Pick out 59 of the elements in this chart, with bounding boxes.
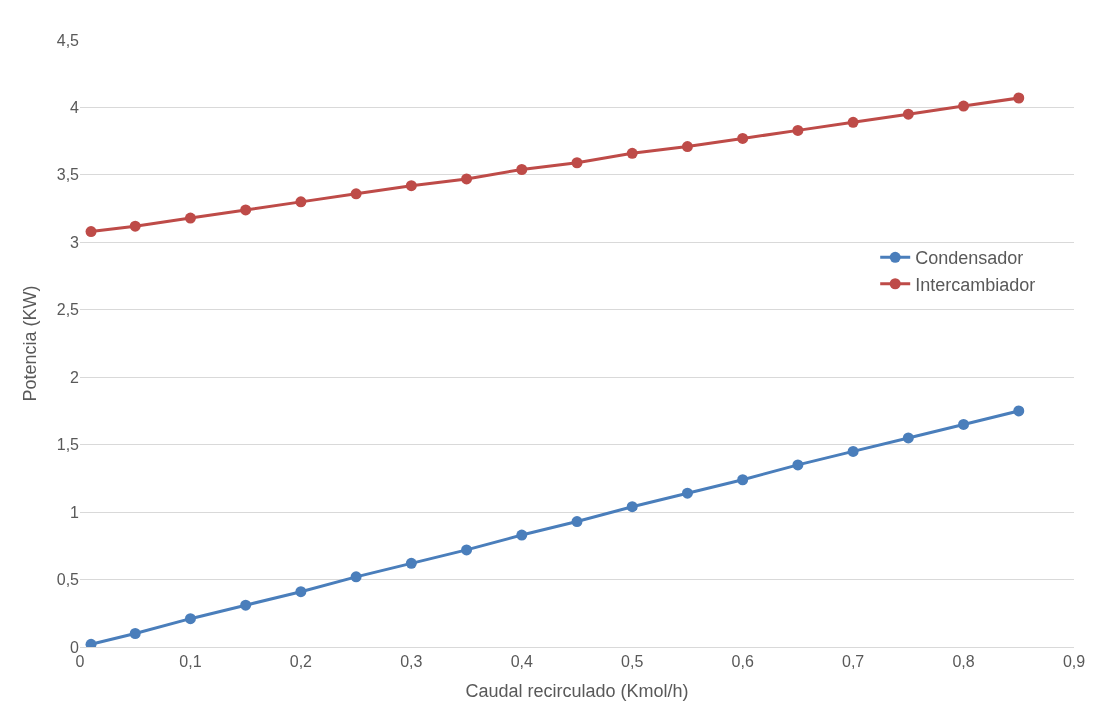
point: [571, 157, 583, 169]
y-tick-label: 3: [70, 233, 80, 251]
x-tick-label: 0,3: [400, 653, 423, 671]
point: [958, 100, 970, 112]
point: [129, 628, 141, 640]
point: [516, 163, 528, 175]
x-tick-label: 0,7: [841, 653, 865, 671]
point: [1013, 92, 1025, 104]
point: [240, 204, 252, 216]
y-tick-label: 0,5: [56, 571, 80, 589]
point: [902, 432, 914, 444]
point: [847, 116, 859, 128]
point: [129, 220, 141, 232]
point: [405, 180, 417, 192]
x-tick-label: 0,4: [510, 653, 533, 671]
point: [902, 108, 914, 120]
point: [847, 445, 859, 457]
point: [516, 529, 528, 541]
point: [240, 599, 252, 611]
y-tick-label: 2: [70, 368, 80, 386]
point: [461, 173, 473, 185]
point: [461, 544, 473, 556]
point: [295, 196, 307, 208]
x-tick-label: 0,9: [1062, 653, 1086, 671]
x-tick-label: 0,2: [289, 653, 313, 671]
legend-label: Intercambiador: [915, 274, 1036, 295]
point: [681, 487, 693, 499]
x-axis-title: Caudal recirculado (Kmol/h): [465, 681, 689, 702]
y-tick-label: 4: [70, 99, 80, 117]
x-tick-label: 0,1: [179, 653, 202, 671]
x-tick-label: 0,8: [952, 653, 975, 671]
legend-label: Condensador: [915, 248, 1024, 269]
point: [626, 147, 638, 159]
point: [85, 638, 97, 647]
point: [737, 132, 749, 144]
point: [85, 226, 97, 238]
y-tick-label: 2,5: [56, 301, 80, 319]
point: [350, 188, 362, 200]
point: [405, 557, 417, 569]
y-tick-label: 1,5: [56, 436, 80, 454]
point: [737, 474, 749, 486]
y-tick-label: 0: [70, 638, 80, 656]
point: [626, 501, 638, 513]
point: [571, 516, 583, 528]
point: [350, 571, 362, 583]
y-tick-label: 1: [70, 503, 80, 521]
y-tick-label: 4,5: [56, 31, 80, 49]
point: [958, 418, 970, 430]
x-tick-label: 0,5: [621, 653, 644, 671]
point: [184, 613, 196, 625]
y-tick-label: 3,5: [56, 166, 80, 184]
point: [295, 586, 307, 598]
x-tick-label: 0,6: [731, 653, 754, 671]
y-axis-title: Potencia (KW): [19, 285, 40, 402]
point: [184, 212, 196, 224]
point: [792, 124, 804, 136]
point: [681, 141, 693, 153]
point: [1013, 405, 1025, 417]
point: [792, 459, 804, 471]
